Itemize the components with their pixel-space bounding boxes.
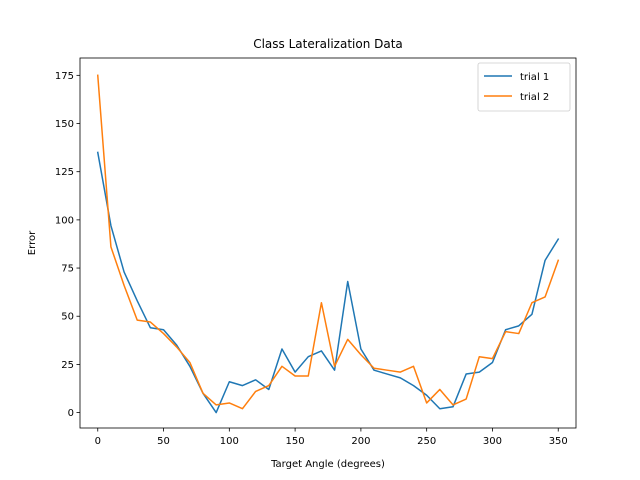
y-axis: 0 25 50 75 100 125 150 175 <box>55 71 80 419</box>
legend-label: trial 1 <box>520 72 549 83</box>
x-tick-label: 150 <box>286 436 305 447</box>
legend-box <box>477 62 571 112</box>
y-tick-label: 0 <box>68 408 74 419</box>
legend: trial 1 trial 2 <box>477 62 571 112</box>
x-tick-label: 300 <box>483 436 502 447</box>
y-axis-label: Error <box>27 230 38 255</box>
x-tick-label: 100 <box>220 436 239 447</box>
x-tick-label: 350 <box>549 436 568 447</box>
x-tick-label: 200 <box>351 436 370 447</box>
y-tick-label: 150 <box>55 119 74 130</box>
y-tick-label: 75 <box>61 264 74 275</box>
y-tick-label: 175 <box>55 71 74 82</box>
y-tick-label: 125 <box>55 167 74 178</box>
x-axis: 0 50 100 150 200 250 300 350 <box>95 428 568 447</box>
plot-area <box>80 58 576 428</box>
plot-frame <box>79 57 577 429</box>
legend-label: trial 2 <box>520 92 549 103</box>
x-tick-label: 250 <box>417 436 436 447</box>
x-axis-label: Target Angle (degrees) <box>270 459 385 470</box>
series-line-trial-2 <box>96 74 560 410</box>
chart-title: Class Lateralization Data <box>253 37 403 51</box>
series-layer <box>96 74 560 414</box>
y-tick-label: 50 <box>61 312 74 323</box>
y-tick-label: 25 <box>61 360 74 371</box>
y-tick-label: 100 <box>55 215 74 226</box>
x-tick-label: 50 <box>157 436 170 447</box>
series-line-trial-1 <box>96 151 560 414</box>
x-tick-label: 0 <box>95 436 101 447</box>
